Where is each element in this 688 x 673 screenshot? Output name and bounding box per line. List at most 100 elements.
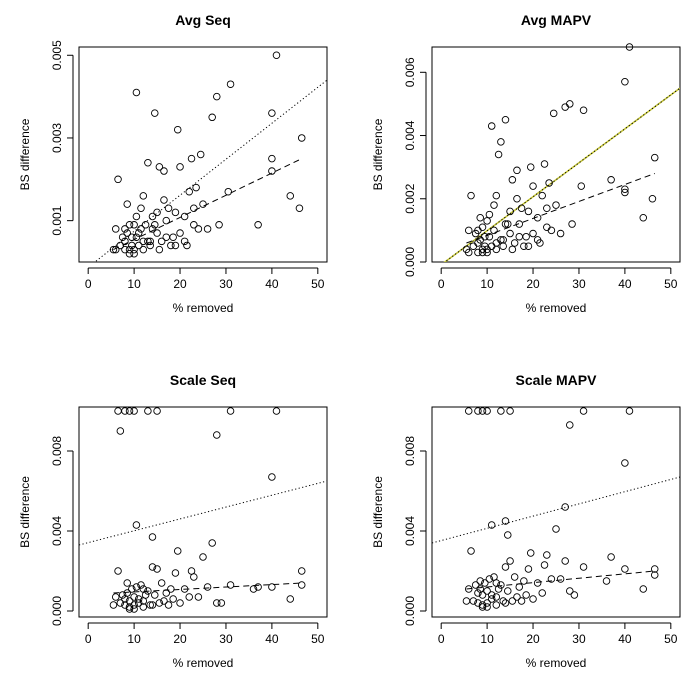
data-point — [552, 525, 560, 533]
data-point — [515, 583, 524, 591]
data-point — [474, 589, 482, 597]
data-point — [123, 200, 131, 208]
x-tick-label: 50 — [664, 277, 678, 291]
data-point — [513, 166, 521, 175]
data-point — [485, 575, 494, 583]
data-point — [545, 179, 553, 187]
data-point — [485, 210, 494, 219]
data-point — [508, 176, 517, 184]
data-point — [121, 225, 129, 233]
chart-panel-3: Scale Seq 0 10 20 30 40 50 % removed 0.000 0.004 0… — [18, 372, 328, 670]
data-point — [137, 225, 145, 233]
x-tick-label: 40 — [618, 632, 632, 646]
data-point — [522, 232, 530, 241]
data-point — [268, 167, 276, 175]
data-point — [492, 593, 501, 601]
x-tick-label: 50 — [311, 277, 325, 291]
x-axis-label: % removed — [526, 656, 587, 670]
data-point — [487, 595, 496, 603]
data-point — [297, 134, 306, 142]
data-point — [524, 565, 533, 573]
data-point — [148, 225, 157, 233]
data-point — [508, 245, 517, 254]
x-tick-label: 10 — [480, 632, 494, 646]
data-point — [492, 239, 501, 247]
data-point — [504, 220, 512, 228]
data-point — [499, 597, 507, 605]
data-point — [185, 593, 193, 601]
data-point — [570, 591, 579, 599]
dotted-fit-line — [432, 476, 680, 544]
data-point — [510, 573, 519, 581]
data-point — [173, 125, 182, 134]
x-tick-label: 30 — [219, 632, 233, 646]
y-tick-label: 0.000 — [50, 596, 64, 626]
data-point — [155, 163, 164, 171]
data-point — [639, 213, 648, 222]
data-point — [148, 563, 157, 571]
y-tick-label: 0.008 — [50, 436, 64, 466]
data-point — [208, 113, 216, 122]
data-point — [141, 591, 150, 599]
data-point — [171, 241, 180, 250]
data-point — [134, 599, 143, 607]
x-tick-label: 0 — [85, 632, 92, 646]
data-point — [494, 585, 503, 593]
data-point — [268, 109, 276, 117]
data-point — [125, 597, 134, 605]
data-point — [132, 521, 141, 529]
data-point — [268, 154, 276, 163]
data-point — [111, 593, 120, 601]
data-point — [130, 407, 138, 415]
data-point — [141, 221, 150, 229]
data-point — [130, 249, 138, 258]
data-point — [199, 553, 207, 561]
data-point — [249, 585, 258, 593]
data-point — [474, 407, 482, 415]
data-point — [125, 221, 134, 229]
data-point — [464, 407, 473, 415]
data-point — [164, 601, 173, 609]
data-point — [148, 533, 157, 541]
data-point — [295, 204, 304, 212]
data-point — [579, 563, 588, 571]
data-point — [132, 88, 141, 97]
data-point — [467, 547, 475, 555]
data-point — [118, 591, 127, 599]
data-point — [192, 183, 200, 192]
data-point — [464, 248, 473, 257]
data-point — [483, 599, 491, 607]
data-point — [153, 229, 161, 237]
data-point — [194, 225, 203, 233]
data-point — [185, 187, 193, 196]
x-tick-label: 10 — [480, 277, 494, 291]
data-point — [114, 175, 122, 184]
x-tick-label: 50 — [664, 632, 678, 646]
data-point — [213, 431, 221, 439]
x-tick-label: 0 — [438, 632, 445, 646]
data-point — [462, 597, 471, 605]
data-point — [157, 237, 166, 246]
data-point — [522, 591, 530, 599]
y-tick-label: 0.002 — [403, 183, 417, 213]
data-point — [492, 245, 501, 254]
x-tick-label: 0 — [438, 277, 445, 291]
data-point — [114, 407, 122, 415]
data-point — [155, 599, 164, 607]
x-tick-label: 20 — [173, 277, 187, 291]
data-point — [125, 407, 134, 415]
data-point — [621, 565, 629, 573]
data-point — [650, 565, 659, 573]
data-point — [506, 407, 514, 415]
data-point — [540, 160, 549, 168]
data-point — [478, 407, 487, 415]
data-point — [483, 407, 491, 415]
data-point — [286, 595, 295, 603]
data-point — [196, 150, 205, 159]
data-point — [116, 241, 125, 250]
data-point — [540, 561, 549, 569]
data-point — [506, 557, 514, 565]
data-point — [128, 585, 136, 593]
data-point — [538, 589, 546, 597]
